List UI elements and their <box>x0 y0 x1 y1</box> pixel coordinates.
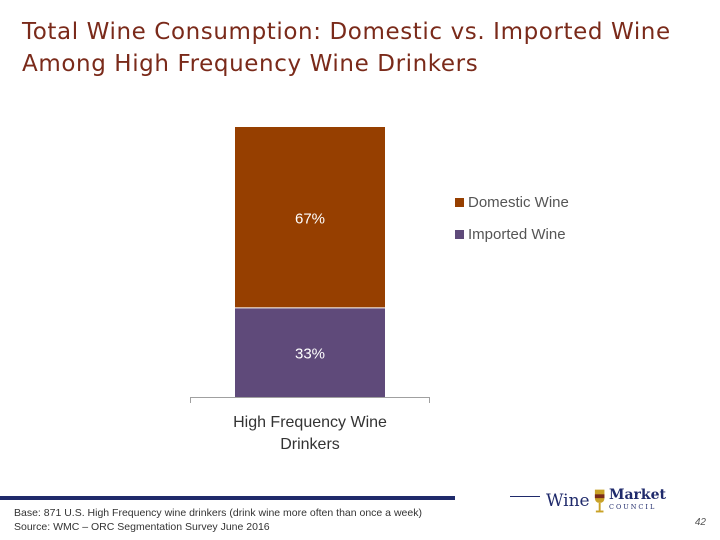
footnote-source: Source: WMC – ORC Segmentation Survey Ju… <box>14 521 270 533</box>
footer-rule <box>0 496 455 500</box>
legend-swatch-imported <box>455 229 464 239</box>
x-tick-label-line-1: High Frequency Wine <box>233 414 387 431</box>
chart-title: Total Wine Consumption: Domestic vs. Imp… <box>22 16 712 80</box>
chart-area: 67% 33% High Frequency Wine Drinkers <box>190 127 430 453</box>
bar-segment-imported <box>235 307 385 397</box>
data-label-domestic: 67% <box>295 210 325 227</box>
legend-item-domestic: Domestic Wine <box>455 186 569 218</box>
logo-word-market: Market <box>608 487 666 503</box>
data-label-imported: 33% <box>295 345 325 362</box>
logo-word-wine: Wine <box>546 491 590 511</box>
footnote-base: Base: 871 U.S. High Frequency wine drink… <box>14 507 422 519</box>
footnote: Base: 871 U.S. High Frequency wine drink… <box>14 506 422 534</box>
footer-rule-right <box>510 496 540 497</box>
legend-label-imported: Imported Wine <box>468 225 566 243</box>
page-number: 42 <box>694 517 706 528</box>
bar-segment-domestic <box>235 127 385 308</box>
title-line-1: Total Wine Consumption: Domestic vs. Imp… <box>22 19 671 45</box>
wine-market-council-logo: Wine Market COUNCIL <box>546 486 666 516</box>
title-line-2: Among High Frequency Wine Drinkers <box>22 51 479 77</box>
chart-legend: Domestic Wine Imported Wine <box>455 186 569 250</box>
x-tick-label-line-2: Drinkers <box>280 436 340 453</box>
legend-label-domestic: Domestic Wine <box>468 193 569 211</box>
legend-swatch-domestic <box>455 197 464 207</box>
legend-item-imported: Imported Wine <box>455 218 569 250</box>
wine-glass-icon <box>594 489 605 513</box>
logo-word-council: COUNCIL <box>608 503 657 511</box>
